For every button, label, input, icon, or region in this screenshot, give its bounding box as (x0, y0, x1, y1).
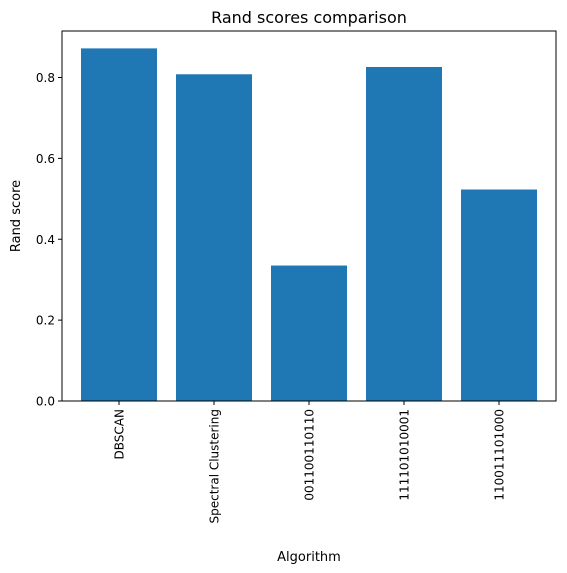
y-tick-label: 0.2 (36, 314, 55, 328)
x-tick-label: DBSCAN (113, 409, 127, 459)
chart-title: Rand scores comparison (211, 8, 407, 27)
y-tick-label: 0.6 (36, 152, 55, 166)
bar-1 (81, 48, 157, 401)
bar-3 (271, 265, 347, 401)
y-tick-label: 0.8 (36, 71, 55, 85)
x-axis-label: Algorithm (277, 550, 341, 565)
x-tick-label: 111101010001 (398, 409, 412, 501)
y-axis: 0.0 0.2 0.4 0.6 0.8 (36, 71, 62, 409)
bar-2 (176, 74, 252, 402)
x-axis: DBSCAN Spectral Clustering 001100110110 111… (113, 401, 507, 524)
x-tick-label: 110011101000 (493, 409, 507, 501)
x-tick-label: Spectral Clustering (208, 409, 222, 524)
bars-group (81, 48, 537, 402)
x-tick-label: 001100110110 (303, 409, 317, 501)
bar-4 (366, 66, 442, 402)
bar-5 (461, 189, 537, 401)
y-tick-label: 0.4 (36, 233, 55, 247)
y-axis-label: Rand score (9, 180, 24, 252)
y-tick-label: 0.0 (36, 395, 55, 409)
